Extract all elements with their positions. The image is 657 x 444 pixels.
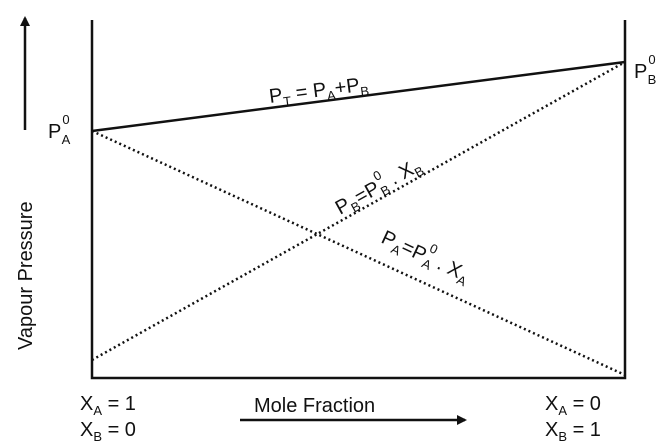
label-part: P (634, 61, 647, 83)
label-part: = 0 (567, 393, 601, 415)
right-xa: XA = 0 (545, 393, 601, 418)
total-pressure-line (91, 60, 626, 133)
label-part: B (558, 429, 567, 444)
pa0-label: P0 A (48, 112, 71, 147)
label-part: T (282, 93, 292, 109)
label-part: B (359, 83, 370, 99)
plot-frame (90, 20, 627, 380)
pb0-label: P0 B (634, 52, 656, 87)
pa-label: PA=P0A . XA (377, 220, 477, 289)
left-xa: XA = 1 (80, 393, 136, 418)
label-part: P (48, 121, 61, 143)
y-axis-label: Vapour Pressure (15, 201, 37, 350)
pb-label: PB=P0B . XB (328, 148, 426, 222)
label-part: X (80, 419, 93, 441)
total-label: PT = PA+PB (268, 73, 370, 111)
label-part: +P (333, 74, 361, 99)
label-part: X (80, 393, 93, 415)
label-part: A (326, 88, 337, 104)
label-part: P (268, 84, 284, 108)
pb-line (91, 60, 626, 362)
label-part: A (62, 132, 71, 147)
label-part: 0 (648, 52, 655, 67)
label-part: B (93, 429, 102, 444)
label-part: X (545, 419, 558, 441)
label-part: X (545, 393, 558, 415)
label-part: A (93, 403, 102, 418)
label-part: 0 (62, 112, 69, 127)
left-xb: XB = 0 (80, 419, 136, 444)
label-part: A (558, 403, 567, 418)
label-part: = 0 (102, 419, 136, 441)
pa-line (91, 129, 626, 377)
label-part: B (648, 72, 657, 87)
x-axis-label: Mole Fraction (254, 395, 375, 417)
right-xb: XB = 1 (545, 419, 601, 444)
label-part: = 1 (102, 393, 136, 415)
label-part: = P (289, 79, 328, 105)
label-part: = 1 (567, 419, 601, 441)
